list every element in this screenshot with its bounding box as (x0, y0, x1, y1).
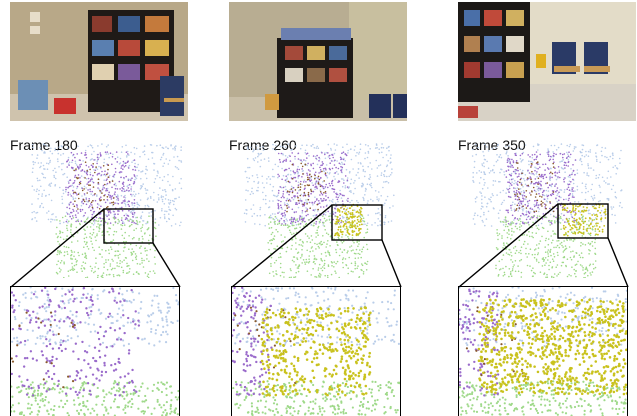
point-cloud-frame-260 (230, 142, 408, 278)
photo-frame-350 (458, 2, 636, 121)
point-cloud-frame-180 (18, 142, 196, 278)
zoom-inset-frame-260 (231, 286, 401, 416)
photo-frame-260 (229, 2, 407, 121)
frame-label: Frame 260 (229, 137, 297, 153)
zoom-inset-frame-180 (10, 286, 180, 416)
photo-frame-180 (10, 2, 188, 121)
frame-label: Frame 180 (10, 137, 78, 153)
frame-label: Frame 350 (458, 137, 526, 153)
zoom-inset-frame-350 (458, 286, 628, 416)
point-cloud-frame-350 (458, 142, 636, 278)
